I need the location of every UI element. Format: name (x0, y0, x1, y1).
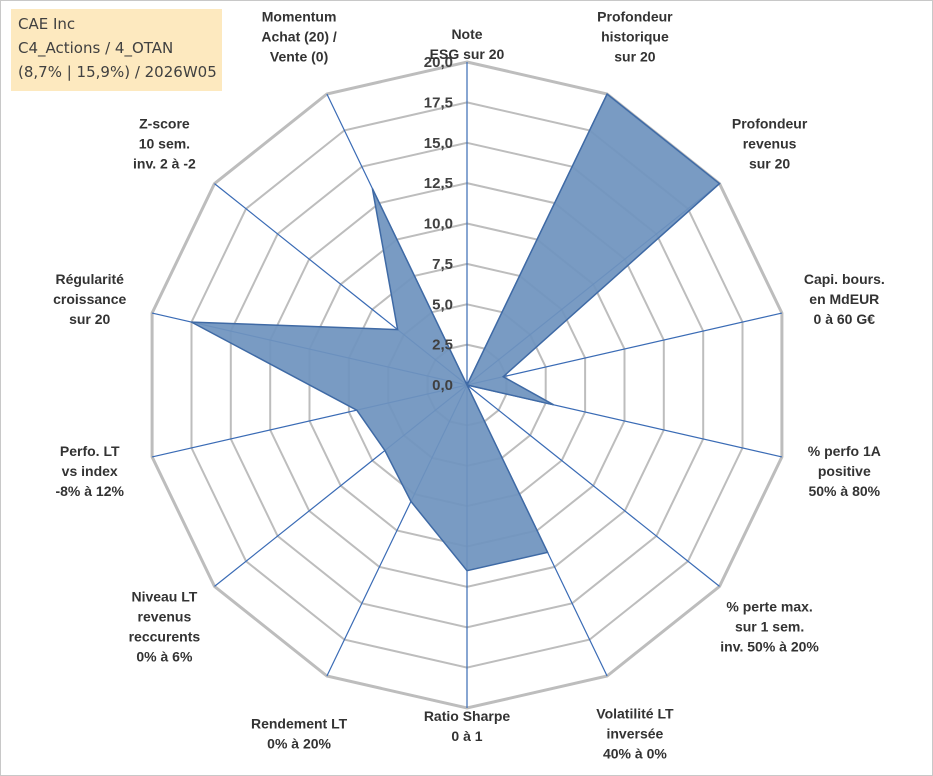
axis-label-12-line-0: Z-score (139, 116, 190, 132)
axis-label-13: Momentum Achat (20) / Vente (0) (261, 8, 337, 64)
axis-label-0-line-1: ESG sur 20 (430, 46, 505, 62)
axis-label-3-line-1: en MdEUR (809, 291, 879, 307)
axis-label-2-line-0: Profondeur (732, 116, 808, 132)
axis-label-13-line-1: Achat (20) / (261, 28, 337, 44)
axis-label-3-line-2: 0 à 60 G€ (814, 311, 876, 327)
axis-label-12-line-2: inv. 2 à -2 (133, 156, 196, 172)
axis-label-0: Note ESG sur 20 (430, 26, 505, 62)
axis-label-6-line-0: Volatilité LT (596, 706, 674, 722)
axis-label-10: Perfo. LT vs index -8% à 12% (55, 443, 124, 499)
axis-label-10-line-0: Perfo. LT (60, 443, 120, 459)
axis-label-1-line-1: historique (601, 28, 669, 44)
axis-label-7-line-1: 0 à 1 (451, 728, 482, 744)
axis-label-4: % perfo 1A positive 50% à 80% (808, 443, 881, 499)
category-label: C4_Actions / 4_OTAN (18, 39, 174, 57)
axis-label-6: Volatilité LT inversée 40% à 0% (596, 706, 674, 762)
axis-label-0-line-0: Note (451, 26, 482, 42)
axis-label-13-line-2: Vente (0) (270, 48, 328, 64)
axis-label-3-line-0: Capi. bours. (804, 271, 885, 287)
axis-label-5-line-2: inv. 50% à 20% (720, 638, 819, 654)
axis-label-9-line-3: 0% à 6% (136, 648, 193, 664)
axis-label-2: Profondeur revenus sur 20 (732, 116, 808, 172)
axis-label-2-line-2: sur 20 (749, 156, 790, 172)
tick-label-5: 12,5 (424, 175, 453, 192)
axis-label-6-line-2: 40% à 0% (603, 746, 667, 762)
axis-label-13-line-0: Momentum (262, 8, 337, 24)
tick-label-4: 10,0 (424, 216, 453, 233)
axis-label-5-line-1: sur 1 sem. (735, 618, 804, 634)
axis-label-11-line-0: Régularité (55, 271, 124, 287)
tick-label-7: 17,5 (424, 94, 453, 111)
axis-label-9-line-2: reccurents (129, 628, 201, 644)
axis-label-3: Capi. bours. en MdEUR 0 à 60 G€ (804, 271, 885, 327)
axis-label-5-line-0: % perte max. (726, 598, 812, 614)
axis-label-4-line-2: 50% à 80% (808, 483, 880, 499)
axis-label-8: Rendement LT 0% à 20% (251, 716, 348, 752)
axis-label-11-line-2: sur 20 (69, 311, 110, 327)
axis-label-8-line-0: Rendement LT (251, 716, 348, 732)
tick-label-3: 7,5 (432, 256, 453, 273)
axis-label-4-line-1: positive (818, 463, 871, 479)
axis-label-9: Niveau LT revenus reccurents 0% à 6% (129, 588, 201, 664)
axis-label-5: % perte max. sur 1 sem. inv. 50% à 20% (720, 598, 819, 654)
series-layer (191, 92, 721, 572)
axis-label-1: Profondeur historique sur 20 (597, 8, 673, 64)
series-area (191, 92, 721, 572)
axis-label-12-line-1: 10 sem. (139, 136, 190, 152)
axis-label-4-line-0: % perfo 1A (808, 443, 881, 459)
axis-label-1-line-2: sur 20 (614, 48, 655, 64)
axis-label-12: Z-score 10 sem. inv. 2 à -2 (133, 116, 196, 172)
tick-label-2: 5,0 (432, 296, 453, 313)
axis-label-2-line-1: revenus (743, 136, 797, 152)
axis-label-1-line-0: Profondeur (597, 8, 673, 24)
tick-label-0: 0,0 (432, 377, 453, 394)
axis-label-6-line-1: inversée (606, 726, 663, 742)
tick-label-1: 2,5 (432, 337, 453, 354)
info-box: CAE Inc C4_Actions / 4_OTAN (8,7% | 15,9… (11, 9, 222, 91)
axis-label-11: Régularité croissance sur 20 (53, 271, 126, 327)
radial-tick-labels: 0,0 2,5 5,0 7,5 10,0 12,5 15,0 17,5 20,0 (424, 54, 453, 394)
axis-label-7-line-0: Ratio Sharpe (424, 708, 511, 724)
axis-label-7: Ratio Sharpe 0 à 1 (424, 708, 511, 744)
stats-label: (8,7% | 15,9%) / 2026W05 (18, 63, 217, 81)
axis-label-10-line-1: vs index (62, 463, 118, 479)
tick-label-6: 15,0 (424, 135, 453, 152)
tick-label-8: 20,0 (424, 54, 453, 71)
axis-label-9-line-0: Niveau LT (131, 588, 197, 604)
axis-spoke-3 (466, 312, 783, 386)
axis-label-10-line-2: -8% à 12% (55, 483, 124, 499)
axis-spoke-5 (466, 384, 720, 587)
axis-labels: Note ESG sur 20 Profondeur historique sur 20… (53, 8, 885, 761)
axis-label-8-line-1: 0% à 20% (267, 736, 331, 752)
axis-label-9-line-1: revenus (138, 608, 192, 624)
company-name: CAE Inc (18, 15, 76, 33)
axis-label-11-line-1: croissance (53, 291, 126, 307)
